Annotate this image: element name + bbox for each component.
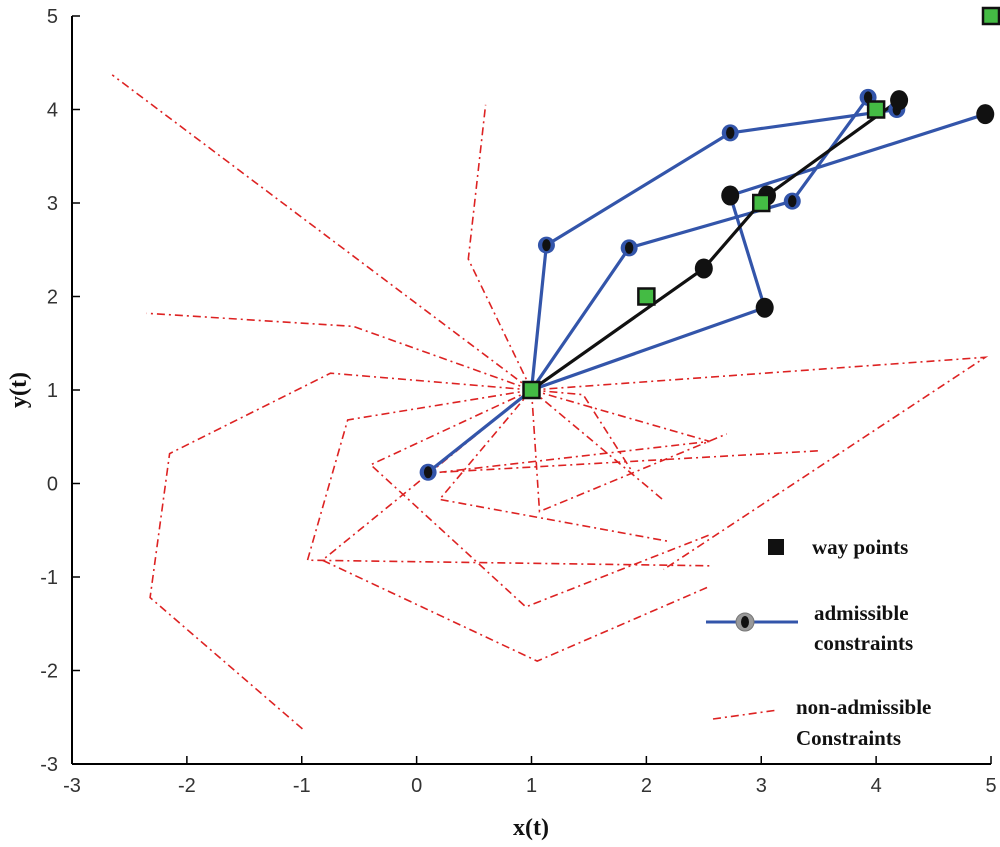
admissible-node-core [788,195,797,208]
non-admissible-path [467,104,533,391]
admissible-node-core [624,241,634,254]
y-tick-label: 4 [47,100,58,122]
axis-ticks: -3 -2 -1 0 1 2 3 4 5 -3 -2 -1 0 1 2 3 4 5 [40,6,996,797]
legend-admissible-marker-inner [741,616,749,628]
non-admissible-path [149,372,532,732]
non-admissible-path [530,389,728,513]
x-tick-label: -1 [293,775,311,797]
non-admissible-path [439,389,819,474]
y-tick-label: -3 [40,754,58,776]
admissible-node-core [423,466,433,479]
path-node [976,104,995,125]
legend-way-points-marker [768,539,784,555]
path-node [755,297,774,318]
way-point-marker [522,380,541,400]
admissible-node-core [726,126,735,139]
non-admissible-path [320,389,710,662]
legend-admissible-label-1: admissible [814,601,909,625]
admissible-path [427,388,533,474]
y-tick-label: 2 [47,287,58,309]
reference-path-series [530,98,901,392]
legend-way-points-label: way points [812,535,908,559]
non-admissible-path [369,389,710,608]
reference-path [530,98,901,392]
x-axis-title: x(t) [513,815,549,841]
legend-non-admissible-label-1: non-admissible [796,695,931,719]
way-point-marker [637,287,656,306]
way-point-marker [866,100,886,119]
y-tick-label: 5 [47,6,58,28]
path-node [694,258,713,279]
non-admissible-path [531,356,989,571]
legend-non-admissible-line [712,709,779,720]
path-node [721,185,740,206]
y-tick-label: -1 [40,567,58,589]
admissible-node-core [542,239,551,252]
x-tick-label: 0 [411,775,422,797]
path-node [890,90,909,111]
x-tick-label: 4 [871,775,882,797]
non-admissible-path [438,389,670,543]
admissible-path [530,112,986,392]
y-tick-label: 3 [47,193,58,215]
non-admissible-path [531,389,634,473]
non-admissible-path [111,74,532,391]
way-point-markers [522,6,1000,400]
legend: way points admissible constraints non-ad… [706,535,931,750]
admissible-path [529,107,898,391]
y-tick-label: -2 [40,661,58,683]
non-admissible-series [111,74,989,732]
x-tick-label: -3 [63,775,81,797]
legend-non-admissible-label-2: Constraints [796,726,901,750]
x-tick-label: 3 [756,775,767,797]
y-tick-label: 1 [47,380,58,402]
way-point-marker [752,193,771,213]
x-tick-label: 1 [526,775,537,797]
x-tick-label: 5 [985,775,996,797]
non-admissible-path [530,389,665,501]
way-point-marker [981,6,1000,26]
y-axis-title: y(t) [6,372,32,408]
admissible-path [530,96,870,391]
non-admissible-path [306,389,710,567]
legend-admissible-label-2: constraints [814,631,913,655]
node-markers [419,88,995,481]
y-tick-label: 0 [47,474,58,496]
admissible-series [427,96,986,474]
non-admissible-path [146,312,532,391]
x-tick-label: 2 [641,775,652,797]
x-tick-label: -2 [178,775,196,797]
